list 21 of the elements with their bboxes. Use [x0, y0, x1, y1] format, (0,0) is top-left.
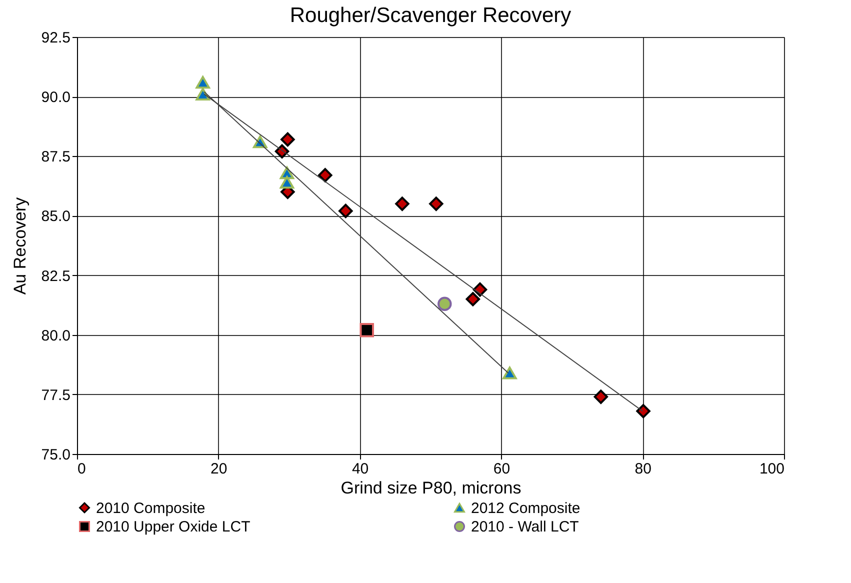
y-tick-label: 77.5 — [41, 386, 70, 404]
legend-label: 2010 Upper Oxide LCT — [96, 518, 250, 536]
legend-label: 2010 Composite — [96, 500, 206, 517]
x-tick-label: 40 — [352, 460, 369, 478]
y-axis-title: Au Recovery — [10, 196, 30, 295]
x-axis-title: Grind size P80, microns — [340, 478, 522, 498]
y-tick-label: 80.0 — [41, 327, 70, 344]
y-tick-label: 85.0 — [41, 208, 70, 226]
x-tick-label: 80 — [634, 460, 652, 478]
y-tick-label: 75.0 — [41, 446, 70, 464]
legend-label: 2012 Composite — [471, 500, 580, 517]
x-tick-label: 100 — [759, 460, 784, 478]
y-tick-label: 82.5 — [41, 268, 70, 285]
chart-title: Rougher/Scavenger Recovery — [290, 4, 572, 27]
y-tick-label: 87.5 — [41, 148, 70, 166]
x-tick-label: 20 — [210, 460, 228, 478]
y-tick-label: 90.0 — [41, 89, 70, 106]
x-tick-label: 60 — [493, 460, 510, 478]
legend-label: 2010 - Wall LCT — [471, 518, 579, 536]
x-tick-label: 0 — [78, 460, 86, 478]
y-tick-label: 92.5 — [41, 30, 70, 46]
